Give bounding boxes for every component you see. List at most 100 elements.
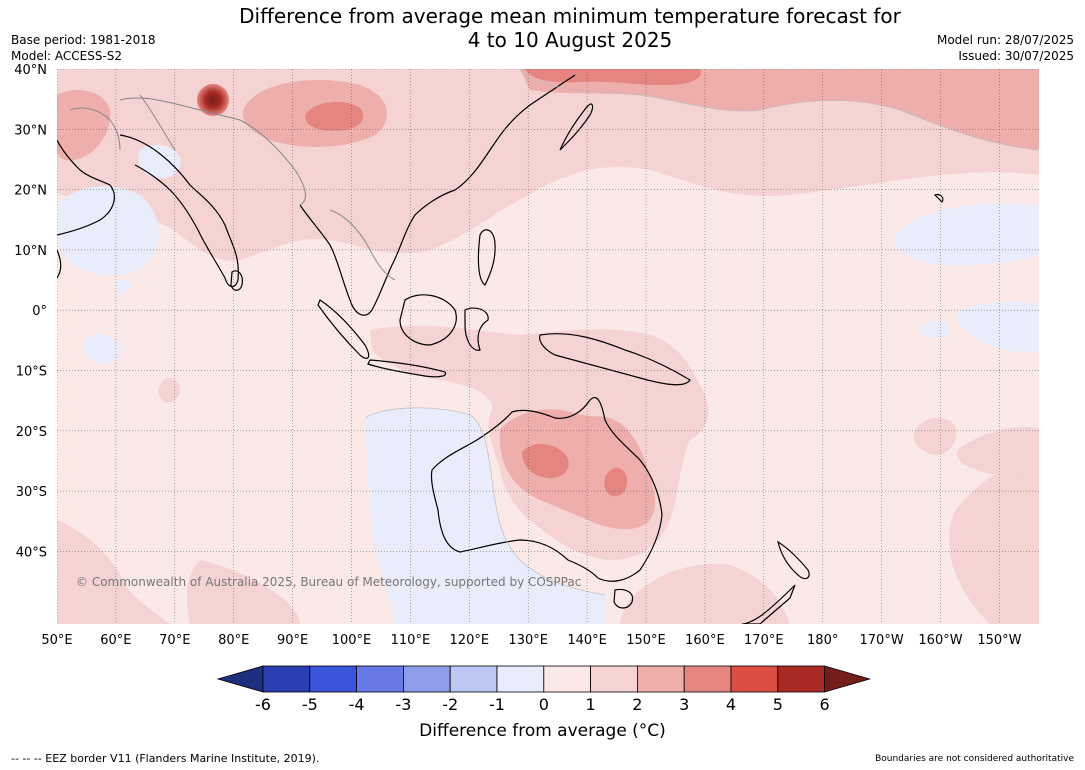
colorbar-tick: 6 — [820, 695, 830, 714]
coast-arabia — [57, 139, 115, 236]
lon-label: 180° — [807, 633, 838, 648]
coast-nz-north — [777, 540, 810, 580]
coast-tasmania — [613, 588, 634, 609]
lon-label: 80°E — [218, 633, 249, 648]
chart-title: Difference from average mean minimum tem… — [0, 4, 1085, 52]
lat-label: 20°S — [16, 425, 47, 440]
zone-north-3-4 — [525, 69, 701, 86]
longitude-labels: 50°E 60°E 70°E 80°E 90°E 100°E 110°E 120°E 130°E… — [41, 633, 1021, 648]
zone-indian-ocean-cool-1 — [83, 333, 121, 365]
meta-right: Model run: 28/07/2025 Issued: 30/07/2025 — [937, 32, 1074, 64]
lon-label: 60°E — [100, 633, 131, 648]
colorbar-segment — [683, 665, 732, 693]
borders — [69, 94, 396, 281]
colorbar-segment — [590, 665, 638, 693]
lat-label: 0° — [32, 304, 47, 319]
zone-south-indian-cool — [365, 407, 605, 624]
colorbar-over — [824, 665, 872, 693]
latitude-labels: 40°N 30°N 20°N 10°N 0° 10°S 20°S 30°S 40°S — [14, 63, 47, 560]
colorbar-ticks: -6 -5 -4 -3 -2 -1 0 1 2 3 4 5 6 — [255, 695, 830, 714]
border-iran — [69, 107, 121, 151]
zone-sw-warm — [57, 520, 170, 624]
lon-label: 110°E — [391, 633, 431, 648]
coast-sulawesi — [464, 307, 489, 351]
colorbar-under — [216, 665, 264, 693]
colorbar-segment — [543, 665, 591, 693]
colorbar-segment — [496, 665, 545, 693]
colorbar-tick: 2 — [632, 695, 642, 714]
zone-india-cool — [138, 144, 181, 179]
zone-sw-warm-2 — [187, 560, 300, 624]
coast-borneo — [399, 294, 457, 346]
lon-label: 90°E — [277, 633, 308, 648]
coast-sumatra — [317, 299, 370, 359]
zone-indian-ocean-cool-2 — [115, 279, 132, 294]
lat-label: 40°S — [16, 545, 47, 560]
colorbar-tick: 3 — [679, 695, 689, 714]
lon-label: 50°E — [41, 633, 72, 648]
zone-australia-3-4-east — [604, 467, 628, 497]
title-line-2: 4 to 10 August 2025 — [467, 28, 673, 52]
lon-label: 100°E — [332, 633, 372, 648]
model-name: Model: ACCESS-S2 — [11, 49, 123, 63]
lat-label: 20°N — [14, 184, 47, 199]
zone-north-2-3 — [520, 69, 1039, 150]
lat-label: 40°N — [14, 63, 47, 78]
lon-label: 170°E — [744, 633, 784, 648]
zone-tibet-3-4 — [305, 101, 364, 131]
zone-arabian-sea-cool — [57, 186, 159, 276]
colorbar-tick: -6 — [255, 695, 271, 714]
colorbar-tick: -3 — [395, 695, 411, 714]
boundaries-note: Boundaries are not considered authoritat… — [875, 754, 1074, 764]
coast-philippines — [477, 229, 496, 286]
lon-label: 150°W — [977, 633, 1021, 648]
colorbar-segment — [730, 665, 779, 693]
coast-india — [119, 134, 239, 288]
lon-label: 140°E — [567, 633, 607, 648]
coast-new-guinea — [539, 333, 691, 386]
colorbar-tick: 1 — [586, 695, 596, 714]
colorbar-segment — [262, 665, 311, 693]
colorbar-tick: -5 — [302, 695, 318, 714]
graticule — [57, 69, 1039, 624]
issued-date: Issued: 30/07/2025 — [958, 49, 1074, 63]
colorbar-segment — [637, 665, 685, 693]
colorbar-segment — [309, 665, 357, 693]
colorbar-segment — [402, 665, 451, 693]
colorbar-tick: 0 — [539, 695, 549, 714]
lon-label: 150°E — [626, 633, 666, 648]
coast-japan — [559, 103, 594, 151]
coast-africa — [57, 249, 62, 279]
meridians — [57, 69, 1000, 624]
zone-australia-3-4-west — [522, 444, 569, 479]
lat-label: 30°N — [14, 123, 47, 138]
lon-label: 120°E — [450, 633, 490, 648]
coast-sri-lanka — [230, 270, 243, 291]
coast-java — [367, 359, 447, 378]
coast-nz-south — [741, 584, 796, 624]
zone-nz-warm — [620, 563, 790, 624]
border-south-asia — [119, 97, 306, 206]
border-pakistan — [139, 94, 176, 151]
meta-left: Base period: 1981-2018 Model: ACCESS-S2 — [11, 32, 156, 64]
zone-pacific-cool-east — [956, 301, 1039, 353]
lat-label: 10°S — [16, 365, 47, 380]
lon-label: 70°E — [159, 633, 190, 648]
zone-mideast-2-3 — [57, 90, 111, 161]
coast-australia — [430, 397, 663, 582]
title-line-1: Difference from average mean minimum tem… — [239, 4, 901, 28]
colorbar-tick: -2 — [442, 695, 458, 714]
coast-hawaii — [933, 193, 944, 203]
colorbar-segment — [449, 665, 498, 693]
colorbar-tick: 4 — [726, 695, 736, 714]
anomaly-field: © Commonwealth of Australia 2025, Bureau… — [57, 69, 1039, 624]
zone-fiji-warm — [956, 427, 1039, 475]
contour-south-cool — [364, 407, 606, 596]
colorbar-tick: -4 — [349, 695, 365, 714]
lat-label: 10°N — [14, 244, 47, 259]
eez-note: -- -- -- EEZ border V11 (Flanders Marine… — [11, 752, 320, 765]
zone-se-pacific-warm — [949, 458, 1039, 624]
zone-australia-2-3 — [499, 409, 656, 530]
lon-label: 130°E — [508, 633, 548, 648]
contour-lines — [364, 69, 1039, 596]
